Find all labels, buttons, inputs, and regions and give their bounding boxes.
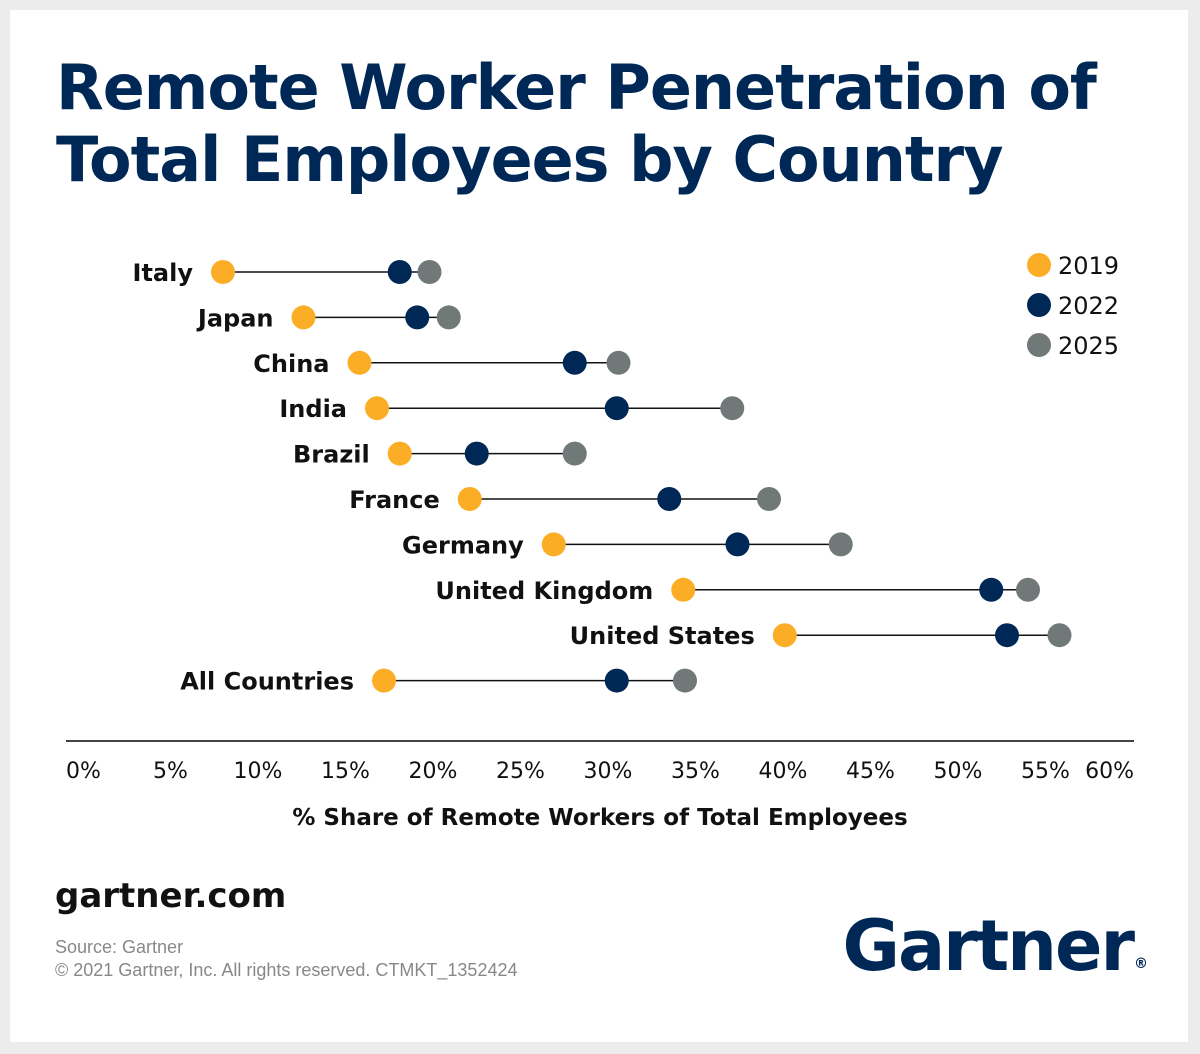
- point-2019-united-kingdom: [671, 577, 696, 602]
- legend-swatch-2019: [1027, 253, 1051, 277]
- infographic-card: [10, 10, 1188, 1042]
- point-2019-united-states: [772, 623, 797, 648]
- category-label-united-states: United States: [570, 622, 755, 650]
- x-tick-label: 50%: [934, 759, 983, 784]
- title-line-1: Remote Worker Penetration of: [56, 51, 1097, 124]
- point-2019-japan: [291, 305, 316, 330]
- site-url[interactable]: gartner.com: [55, 876, 287, 916]
- x-tick-label: 30%: [584, 759, 633, 784]
- category-label-france: France: [349, 486, 439, 514]
- point-2019-india: [365, 396, 389, 421]
- source-note: Source: Gartner: [55, 937, 184, 957]
- legend-swatch-2022: [1027, 293, 1051, 317]
- x-axis-title: % Share of Remote Workers of Total Emplo…: [292, 805, 907, 831]
- point-2022-italy: [387, 260, 412, 284]
- point-2019-china: [347, 350, 372, 375]
- point-2025-china: [606, 350, 631, 375]
- x-tick-label: 35%: [671, 759, 720, 784]
- x-tick-label: 25%: [496, 759, 545, 784]
- point-2025-italy: [417, 260, 442, 284]
- point-2019-brazil: [387, 441, 412, 466]
- point-2022-brazil: [464, 441, 489, 466]
- point-2022-germany: [725, 532, 750, 557]
- point-2022-india: [604, 396, 629, 421]
- x-tick-label: 20%: [409, 759, 458, 784]
- point-2019-germany: [541, 532, 566, 557]
- point-2019-france: [457, 487, 482, 511]
- x-tick-label: 0%: [66, 759, 101, 784]
- point-2022-japan: [405, 305, 430, 330]
- x-tick-label: 40%: [759, 759, 808, 784]
- point-2025-united-kingdom: [1016, 577, 1040, 602]
- legend-swatch-2025: [1027, 333, 1051, 357]
- logo-wordmark: Gartner: [842, 905, 1135, 987]
- legend-label-2025: 2025: [1058, 332, 1119, 360]
- point-2022-all-countries: [604, 668, 629, 693]
- point-2025-all-countries: [673, 668, 697, 693]
- title-line-2: Total Employees by Country: [56, 123, 1004, 196]
- point-2022-france: [657, 487, 682, 511]
- point-2025-germany: [828, 532, 853, 557]
- point-2025-united-states: [1047, 623, 1072, 648]
- point-2025-france: [757, 487, 781, 511]
- point-2025-japan: [436, 305, 461, 330]
- copyright-note: © 2021 Gartner, Inc. All rights reserved…: [55, 960, 518, 980]
- chart-title: Remote Worker Penetration of Total Emplo…: [56, 51, 1097, 196]
- x-tick-label: 60%: [1085, 759, 1134, 784]
- category-label-all-countries: All Countries: [180, 668, 354, 696]
- point-2022-china: [562, 350, 587, 375]
- gartner-logo: Gartner®: [842, 905, 1148, 987]
- registered-mark: ®: [1134, 956, 1148, 972]
- point-2025-india: [720, 396, 745, 421]
- point-2022-united-kingdom: [979, 577, 1004, 602]
- category-label-germany: Germany: [402, 531, 524, 559]
- category-label-italy: Italy: [133, 259, 194, 287]
- x-tick-label: 5%: [153, 759, 188, 784]
- legend-label-2019: 2019: [1058, 252, 1119, 280]
- point-2019-all-countries: [372, 668, 396, 693]
- x-tick-label: 10%: [234, 759, 283, 784]
- point-2019-italy: [211, 260, 235, 284]
- x-tick-label: 15%: [321, 759, 370, 784]
- point-2025-brazil: [562, 441, 587, 466]
- category-label-united-kingdom: United Kingdom: [435, 577, 653, 605]
- category-label-china: China: [253, 350, 329, 378]
- legend-label-2022: 2022: [1058, 292, 1119, 320]
- category-label-brazil: Brazil: [293, 441, 370, 469]
- x-tick-label: 55%: [1021, 759, 1070, 784]
- point-2022-united-states: [995, 623, 1019, 648]
- x-tick-label: 45%: [846, 759, 895, 784]
- category-label-japan: Japan: [196, 304, 274, 332]
- category-label-india: India: [279, 395, 347, 423]
